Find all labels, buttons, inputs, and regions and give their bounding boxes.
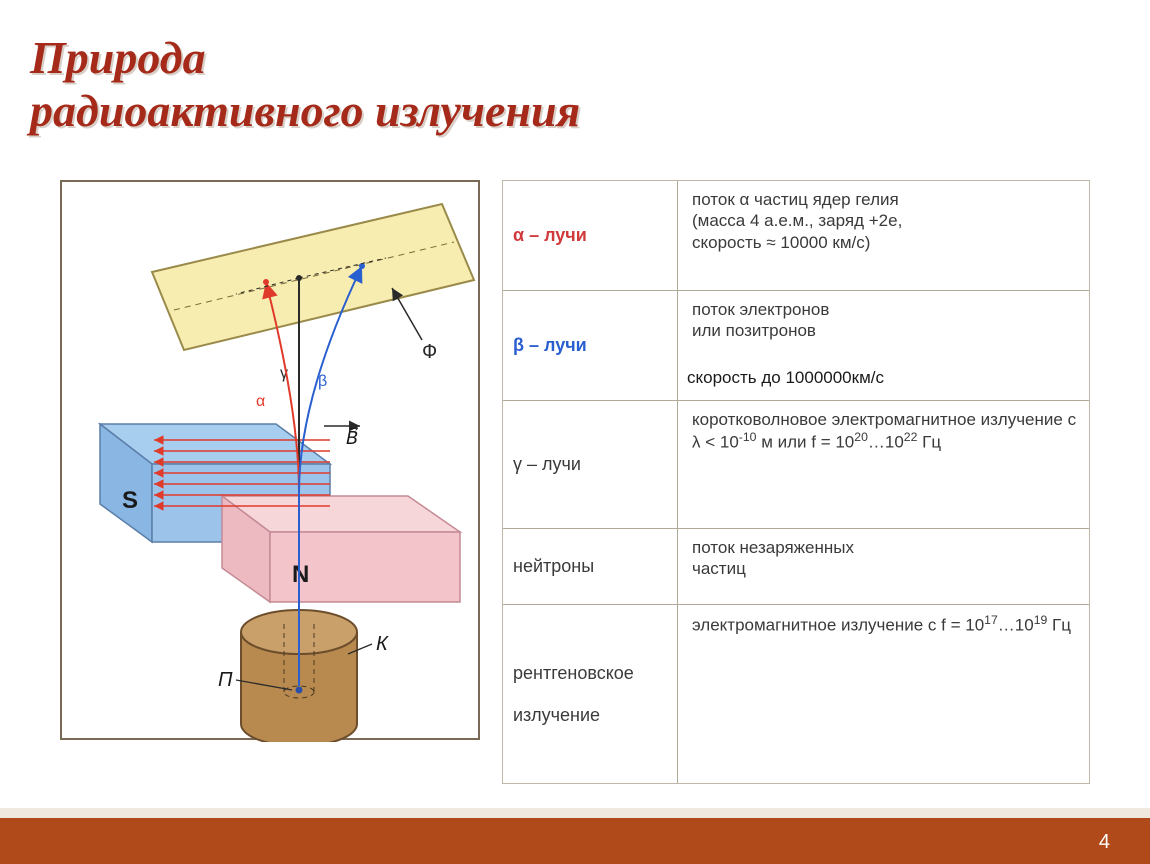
slide: Природа радиоактивного излучения: [0, 0, 1150, 864]
row-label-xray: рентгеновское излучение: [503, 605, 678, 783]
alpha-ray-label: α: [256, 393, 265, 410]
physics-diagram: Ф S N: [62, 182, 482, 742]
table-row: β – лучи поток электронов или позитронов…: [503, 291, 1089, 401]
row-label-neutrons: нейтроны: [503, 529, 678, 604]
row-label-gamma: γ – лучи: [503, 401, 678, 528]
row-desc-alpha: поток α частиц ядер гелия (масса 4 а.е.м…: [678, 181, 1089, 290]
title-line-1: Природа: [30, 32, 206, 83]
beta-speed-overlay: скорость до 1000000км/с: [683, 365, 1081, 390]
row-label-beta: β – лучи: [503, 291, 678, 400]
table-row: рентгеновское излучение электромагнитное…: [503, 605, 1089, 783]
phi-label: Ф: [422, 341, 437, 363]
slide-title: Природа радиоактивного излучения: [30, 32, 580, 138]
footer-accent-strip: [0, 808, 1150, 818]
beta-ray-label: β: [318, 373, 327, 390]
n-label: N: [292, 561, 309, 588]
table-row: нейтроны поток незаряженных частиц: [503, 529, 1089, 605]
diagram-panel: Ф S N: [60, 180, 480, 740]
content-area: Ф S N: [60, 180, 1090, 784]
table-row: γ – лучи коротковолновое электромагнитно…: [503, 401, 1089, 529]
page-number: 4: [1099, 831, 1110, 854]
radiation-types-table: α – лучи поток α частиц ядер гелия (масс…: [502, 180, 1090, 784]
k-label: К: [376, 633, 389, 655]
p-label: П: [218, 669, 233, 691]
detector-screen: [152, 204, 474, 350]
n-pole: N: [222, 496, 460, 602]
row-label-alpha: α – лучи: [503, 181, 678, 290]
row-desc-gamma: коротковолновое электромагнитное излучен…: [678, 401, 1089, 528]
s-label: S: [122, 487, 138, 514]
row-desc-beta: поток электронов или позитронов скорость…: [678, 291, 1089, 400]
b-vector-label: B⃗: [346, 427, 358, 448]
row-desc-xray: электромагнитное излучение с f = 1017…10…: [678, 605, 1089, 783]
title-line-2: радиоактивного излучения: [30, 85, 580, 136]
table-row: α – лучи поток α частиц ядер гелия (масс…: [503, 181, 1089, 291]
footer-bar: 4: [0, 818, 1150, 864]
row-desc-neutrons: поток незаряженных частиц: [678, 529, 1089, 604]
